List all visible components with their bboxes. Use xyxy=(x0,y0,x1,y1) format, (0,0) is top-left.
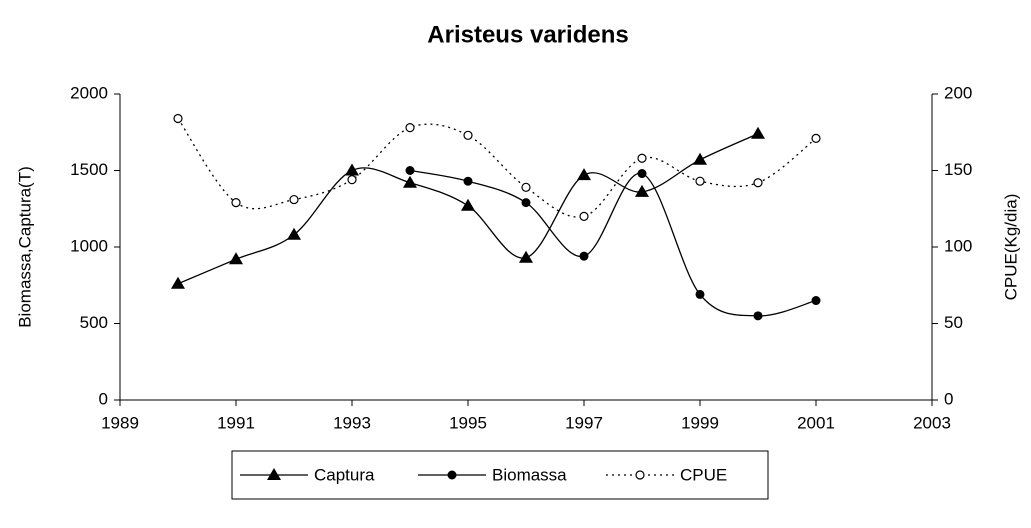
series-line xyxy=(177,118,817,218)
marker xyxy=(231,198,241,208)
legend-box xyxy=(231,450,769,500)
marker xyxy=(345,163,359,176)
y-tick-label: 1500 xyxy=(70,160,108,179)
y2-tick-label: 50 xyxy=(944,313,963,332)
marker xyxy=(753,311,763,321)
marker xyxy=(637,169,647,179)
marker xyxy=(695,176,705,186)
legend-label: Biomassa xyxy=(492,465,567,484)
marker xyxy=(519,250,533,263)
marker xyxy=(347,175,357,185)
marker xyxy=(753,178,763,188)
marker xyxy=(811,296,821,306)
x-tick-label: 2001 xyxy=(797,413,835,432)
marker xyxy=(463,130,473,140)
y2-tick-label: 0 xyxy=(944,389,953,408)
y-tick-label: 500 xyxy=(80,313,108,332)
x-tick-label: 1991 xyxy=(217,413,255,432)
marker xyxy=(521,198,531,208)
marker xyxy=(751,126,765,139)
y2-axis-label: CPUE(Kg/dia) xyxy=(1001,194,1020,301)
marker xyxy=(577,168,591,181)
marker xyxy=(405,123,415,133)
marker xyxy=(579,251,589,261)
x-tick-label: 2003 xyxy=(913,413,951,432)
y2-tick-label: 200 xyxy=(944,83,972,102)
y-axis-label: Biomassa,Captura(T) xyxy=(15,166,34,328)
y-tick-label: 2000 xyxy=(70,83,108,102)
marker xyxy=(695,289,705,299)
legend-marker xyxy=(447,470,457,480)
marker xyxy=(811,133,821,143)
chart-title: Aristeus varidens xyxy=(427,21,628,48)
marker xyxy=(463,176,473,186)
marker xyxy=(461,198,475,211)
x-tick-label: 1997 xyxy=(565,413,603,432)
x-tick-label: 1989 xyxy=(101,413,139,432)
x-tick-label: 1999 xyxy=(681,413,719,432)
y-tick-label: 1000 xyxy=(70,236,108,255)
marker xyxy=(229,252,243,265)
series-line xyxy=(409,169,817,317)
marker xyxy=(171,276,185,289)
legend-marker xyxy=(635,470,645,480)
marker xyxy=(405,166,415,175)
marker xyxy=(693,152,707,165)
y2-tick-label: 150 xyxy=(944,160,972,179)
x-tick-label: 1995 xyxy=(449,413,487,432)
legend-marker xyxy=(267,468,281,480)
marker xyxy=(579,211,589,221)
marker xyxy=(637,153,647,163)
marker xyxy=(173,113,183,124)
marker xyxy=(635,184,649,197)
marker xyxy=(289,194,299,205)
legend-label: Captura xyxy=(314,465,375,484)
marker xyxy=(287,227,301,240)
x-tick-label: 1993 xyxy=(333,413,371,432)
legend-label: CPUE xyxy=(680,465,727,484)
y2-tick-label: 100 xyxy=(944,236,972,255)
marker xyxy=(521,182,531,192)
marker xyxy=(403,175,417,188)
y-tick-label: 0 xyxy=(99,389,108,408)
